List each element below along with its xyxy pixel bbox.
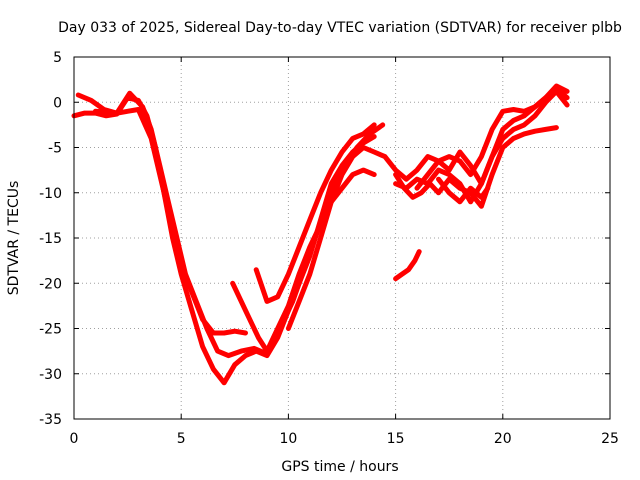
y-tick-label: -30 — [39, 367, 62, 383]
y-tick-label: 0 — [53, 95, 62, 111]
series-line-track-10 — [393, 249, 422, 282]
chart-title: Day 033 of 2025, Sidereal Day-to-day VTE… — [58, 20, 622, 36]
series-line-track-3 — [92, 107, 248, 336]
x-tick-label: 25 — [601, 431, 619, 447]
y-tick-label: -10 — [39, 186, 62, 202]
series-line-track-9 — [414, 88, 570, 191]
grid — [74, 57, 610, 419]
y-tick-label: -20 — [39, 276, 62, 292]
x-axis-label: GPS time / hours — [281, 459, 398, 475]
y-tick-label: -25 — [39, 322, 62, 338]
series-line-track-4 — [253, 122, 377, 304]
series-line-track-5 — [230, 167, 377, 354]
y-tick-label: 5 — [53, 50, 62, 66]
x-tick-label: 15 — [387, 431, 405, 447]
series-line-track-6 — [285, 86, 570, 331]
y-tick-label: -5 — [48, 141, 62, 157]
x-tick-label: 10 — [279, 431, 297, 447]
y-tick-label: -35 — [39, 412, 62, 428]
y-axis-label: SDTVAR / TECUs — [6, 181, 22, 296]
x-tick-label: 0 — [70, 431, 79, 447]
y-tick-label: -15 — [39, 231, 62, 247]
x-tick-label: 5 — [177, 431, 186, 447]
x-tick-label: 20 — [494, 431, 512, 447]
series-line-track-11 — [436, 176, 491, 205]
series-layer — [71, 83, 570, 386]
series-line-track-2 — [75, 90, 386, 359]
series-line-track-8 — [393, 125, 559, 209]
ticks: 0 5 10 15 20 25 -35 -30 -25 -20 -15 -10 -5 0 5 — [39, 50, 619, 447]
